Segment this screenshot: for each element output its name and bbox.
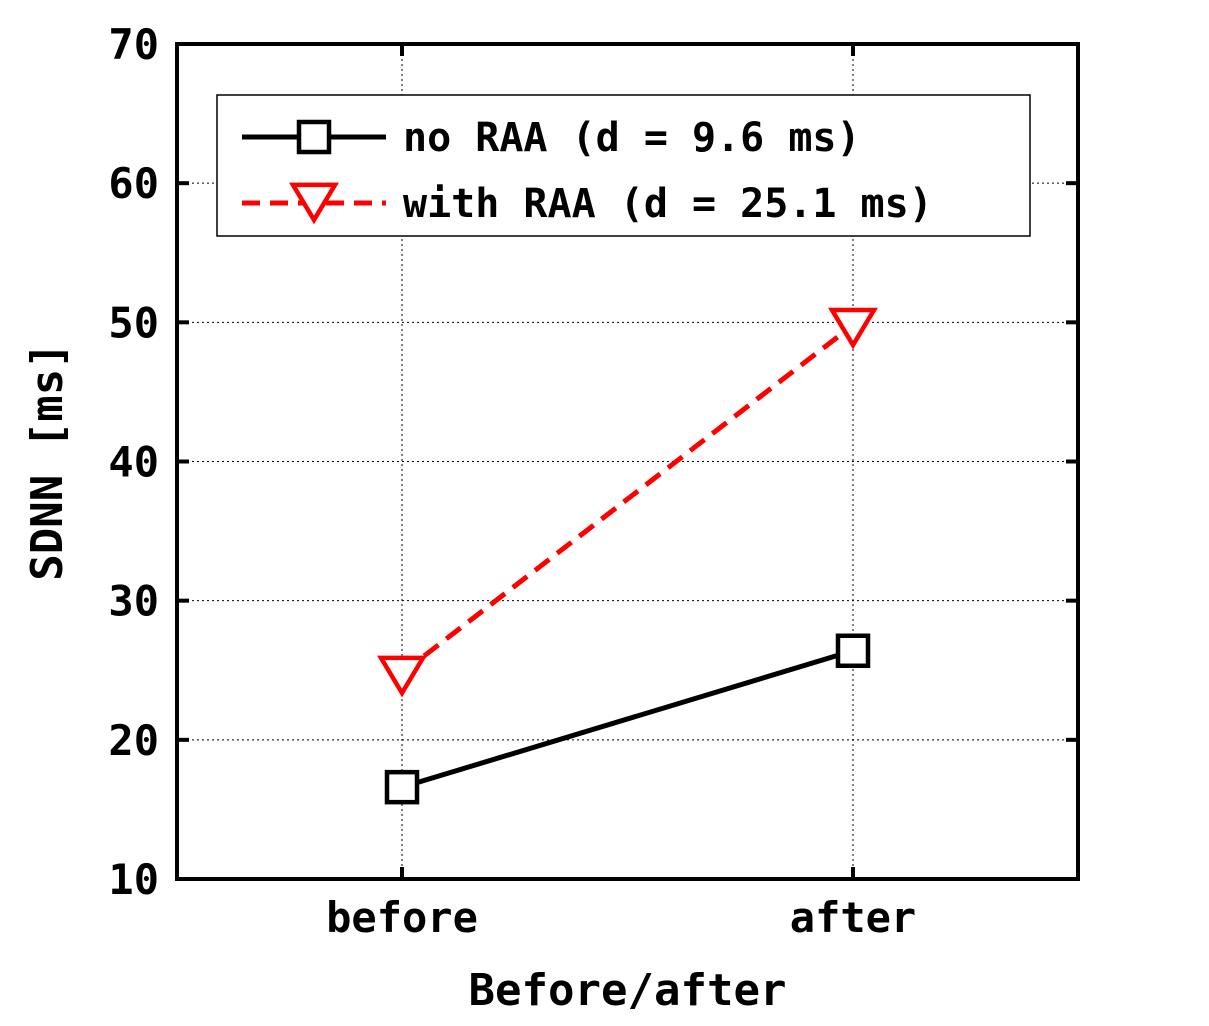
y-tick-label: 20 [108,716,159,765]
data-point-0-0 [384,769,420,805]
y-tick-label: 50 [108,298,159,347]
series-layer [377,307,878,805]
x-axis-tick-labels: before after [326,893,916,942]
legend-marker-0 [296,119,332,155]
series-line-0 [401,648,854,790]
data-point-1-1 [828,307,878,350]
legend-marker-1 [289,182,339,225]
series-line-1 [400,323,855,676]
axis-ticks [177,42,1078,881]
legend: no RAA (d = 9.6 ms) with RAA (d = 25.1 ms… [216,94,1031,237]
y-tick-label: 60 [108,159,159,208]
y-axis-label: SDNN [ms] [22,342,73,580]
data-point-1-0 [377,655,427,698]
x-tick-label: before [326,893,478,942]
x-tick-label: after [790,893,916,942]
y-tick-label: 30 [108,577,159,626]
legend-label-1: with RAA (d = 25.1 ms) [403,181,933,227]
x-axis-label: Before/after [469,965,787,1016]
y-axis-tick-labels: 10 20 30 40 50 60 70 [108,20,159,904]
data-point-0-1 [835,633,871,669]
legend-label-0: no RAA (d = 9.6 ms) [403,115,861,161]
y-tick-label: 10 [108,855,159,904]
legend-box [216,94,1031,237]
legend-entries: no RAA (d = 9.6 ms) with RAA (d = 25.1 ms… [242,115,933,227]
y-tick-label: 70 [108,20,159,69]
y-tick-label: 40 [108,438,159,487]
